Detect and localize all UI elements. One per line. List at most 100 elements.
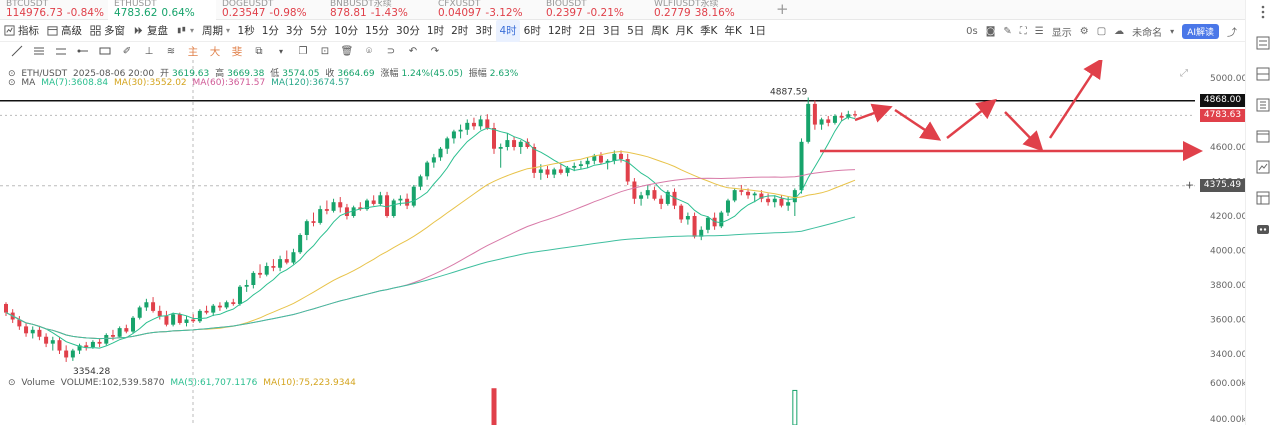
ticker-tab[interactable]: CFXUSDT 0.04097 -3.12% [432,0,540,20]
fib-tool[interactable]: 斐 [231,45,243,58]
ticker-tab[interactable]: WLFIUSDT永续 0.2779 38.16% [648,0,768,20]
copy-icon[interactable]: ❐ [298,45,308,57]
ma120-value: MA(120):3674.57 [271,78,350,88]
timeframe-option[interactable]: 周K [651,24,669,37]
pencil-icon[interactable]: ✎ [1003,25,1012,37]
ticker-tab[interactable]: BTCUSDT 114976.73 -0.84% [0,0,108,20]
fib-icon[interactable]: ≋ [166,45,176,57]
eye-icon[interactable]: ⊙ [8,78,16,88]
layout-name-dropdown[interactable]: 未命名 [1132,27,1163,39]
timeframe-option[interactable]: 3时 [475,24,493,37]
candle-body [645,190,650,196]
camera-icon[interactable]: ◙ [985,25,996,37]
ticker-tab[interactable]: DOGEUSDT 0.23547 -0.98% [216,0,324,20]
ticker-price: 4783.62 [114,7,158,19]
replay-button[interactable]: 复盘 [129,20,172,42]
list-icon[interactable] [1255,35,1271,51]
settings-list-icon[interactable]: ☰ [1034,25,1044,37]
add-ticker-icon[interactable]: + [776,0,789,18]
timeframe-option[interactable]: 1时 [426,24,445,37]
chart-canvas[interactable]: 5000.004800.004600.004400.004200.004000.… [0,57,1247,425]
measure-icon[interactable]: ⊥ [144,45,154,57]
rectangle-icon[interactable] [96,43,114,59]
more-icon[interactable] [1255,4,1271,20]
candle-body [545,169,550,175]
timeframe-option[interactable]: 3日 [602,24,621,37]
timeframe-option[interactable]: 月K [675,24,694,37]
expand-icon[interactable]: ⤢ [1180,68,1188,79]
chart-area[interactable]: 5000.004800.004600.004400.004200.004000.… [0,57,1247,425]
undo-icon[interactable]: ↶ [408,45,418,57]
timeframe-option[interactable]: 30分 [396,24,420,37]
candle-body [385,195,390,216]
timeframe-option[interactable]: 1分 [261,24,279,37]
share-icon[interactable]: ⤴ [1227,27,1237,39]
advanced-button[interactable]: 高级 [43,20,86,42]
ticker-tab[interactable]: BIOUSDT 0.2397 -0.21% [540,0,648,20]
orderbook-icon[interactable] [1255,66,1271,82]
timeframe-option[interactable]: 2日 [578,24,596,37]
ticker-symbol: BTCUSDT [6,0,49,9]
main-force-tool[interactable]: 主 [187,45,199,58]
eye-icon[interactable]: ⊙ [8,378,16,388]
timeframe-option[interactable]: 季K [700,24,718,37]
candle-body [806,103,811,142]
layout-icon[interactable]: ▢ [1096,25,1107,37]
big-order-tool[interactable]: 大 [209,45,221,58]
candle-body [766,198,771,203]
display-button[interactable]: 显示 [1051,27,1072,39]
multi-window-button[interactable]: 多窗 [86,20,129,42]
timeframe-option[interactable]: 3分 [285,24,304,37]
gear-icon[interactable]: ⚙ [1079,25,1089,37]
trendline-icon[interactable] [8,43,26,59]
horizontal-lines-icon[interactable] [30,43,48,59]
close-value: 3664.69 [337,69,375,79]
data-panel-icon[interactable] [1255,190,1271,206]
ticker-symbol: CFXUSDT [438,0,481,9]
candle-body [371,200,376,204]
redo-icon[interactable]: ↷ [430,45,440,57]
trades-icon[interactable] [1255,97,1271,113]
chart-panel-icon[interactable] [1255,159,1271,175]
price-tag-current: 4783.63 [1200,109,1245,122]
eye-icon[interactable]: ⊙ [8,69,16,79]
candle-body [217,305,222,308]
magnet-icon[interactable]: ⊃ [386,45,396,57]
screenshot-icon[interactable]: ⧉ [255,45,263,57]
timeframe-option[interactable]: 年K [724,24,742,37]
parallel-channel-icon[interactable] [52,43,70,59]
timeframe-option[interactable]: 1秒 [237,24,255,37]
period-button[interactable]: 周期 ▾ [198,20,234,42]
timeframe-option[interactable]: 2时 [451,24,469,37]
calendar-icon[interactable] [1255,128,1271,144]
open-value: 3619.63 [172,69,210,79]
timeframe-option[interactable]: 1日 [748,24,767,37]
fullscreen-icon[interactable]: ⛶ [1019,25,1027,37]
volume-bar [792,389,798,425]
chart-type-button[interactable]: ▾ [172,20,198,42]
trash-icon[interactable]: 🗑 [340,45,354,57]
candle-body [338,202,343,208]
timeframe-option[interactable]: 5日 [627,24,645,37]
ray-icon[interactable] [74,43,92,59]
timeframe-option[interactable]: 6时 [523,24,541,37]
brush-icon[interactable]: ✐ [122,45,132,57]
ticker-tab[interactable]: ETHUSDT 4783.62 0.64% [108,0,216,20]
timeframe-option[interactable]: 5分 [310,24,328,37]
timeframe-option[interactable]: 15分 [365,24,390,37]
candle-body [211,305,216,313]
candle-body [84,345,89,348]
robot-icon[interactable] [1255,221,1271,237]
calendar-icon [47,26,58,36]
visibility-icon[interactable]: ⌾ [366,45,372,57]
timeframe-option[interactable]: 12时 [547,24,572,37]
timeframe-option[interactable]: 4时 [495,19,521,42]
candle-body [652,190,657,199]
ai-analysis-button[interactable]: AI解读 [1182,23,1219,39]
chevron-down-icon[interactable]: ▾ [278,46,283,56]
timeframe-option[interactable]: 10分 [334,24,359,37]
candle-body [839,115,844,118]
indicators-button[interactable]: 指标 [0,20,43,42]
lock-icon[interactable]: ⊡ [320,45,330,57]
ticker-tab[interactable]: BNBUSDT永续 878.81 -1.43% [324,0,432,20]
